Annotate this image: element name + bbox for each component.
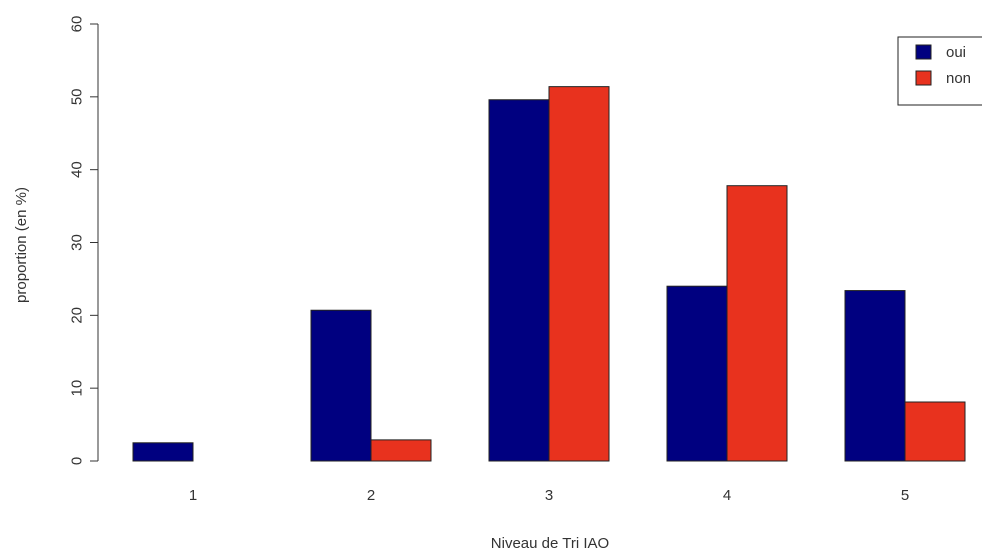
legend-swatch-non xyxy=(915,70,932,86)
legend: oui non xyxy=(897,36,982,106)
y-tick-label: 10 xyxy=(68,380,85,397)
y-tick-label: 0 xyxy=(68,457,85,465)
x-axis: 1 2 3 4 5 xyxy=(189,487,909,504)
legend-label-non: non xyxy=(946,70,971,87)
bars xyxy=(132,86,966,462)
bar-oui-1 xyxy=(132,442,194,462)
x-axis-title: Niveau de Tri IAO xyxy=(491,535,609,551)
y-tick-label: 60 xyxy=(68,16,85,33)
bar-oui-4 xyxy=(666,285,728,462)
legend-box xyxy=(897,36,982,106)
bar-non-5 xyxy=(904,401,966,462)
bar-non-4 xyxy=(726,185,788,462)
y-tick-label: 40 xyxy=(68,161,85,178)
bar-oui-3 xyxy=(488,99,550,462)
y-axis: 0 10 20 30 40 50 60 xyxy=(68,16,99,465)
legend-swatch-oui xyxy=(915,44,932,60)
bar-oui-5 xyxy=(844,290,906,462)
y-tick-label: 30 xyxy=(68,234,85,251)
x-tick-label: 2 xyxy=(367,487,375,504)
x-tick-label: 4 xyxy=(723,487,731,504)
bar-non-3 xyxy=(548,86,610,462)
y-axis-title: proportion (en %) xyxy=(13,187,30,303)
y-tick-label: 50 xyxy=(68,88,85,105)
y-tick-label: 20 xyxy=(68,307,85,324)
x-tick-label: 3 xyxy=(545,487,553,504)
x-tick-label: 5 xyxy=(901,487,909,504)
legend-label-oui: oui xyxy=(946,44,966,61)
bar-oui-2 xyxy=(310,309,372,462)
x-tick-label: 1 xyxy=(189,487,197,504)
bar-non-2 xyxy=(370,439,432,462)
